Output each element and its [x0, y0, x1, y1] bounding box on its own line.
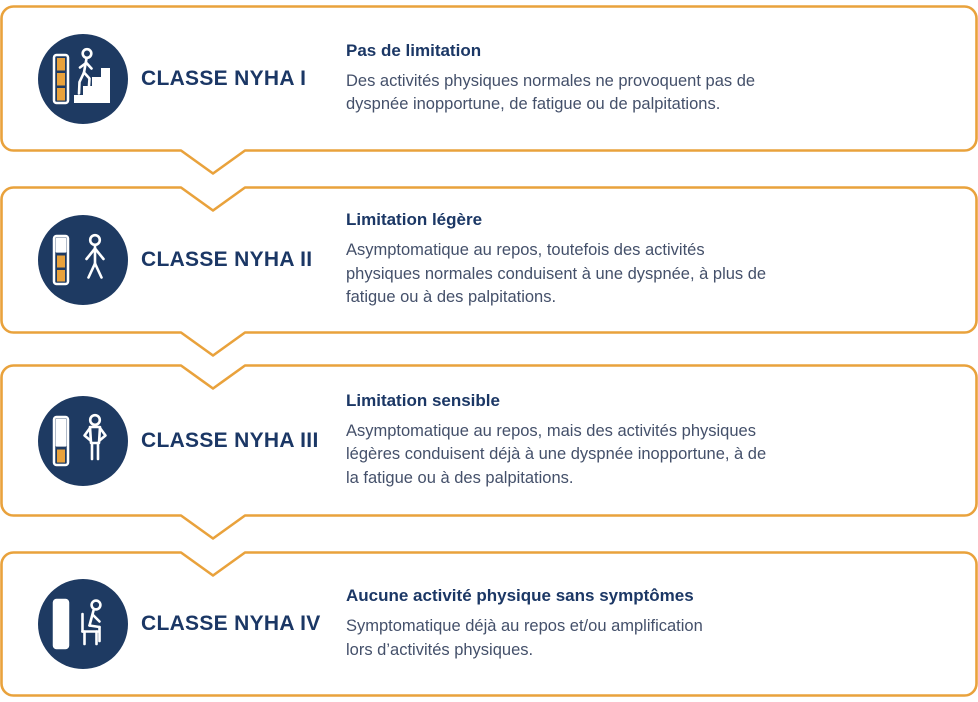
card-border — [0, 5, 978, 175]
card-title: Aucune activité physique sans symptômes — [346, 586, 694, 606]
card-description: Des activités physiques normales ne prov… — [346, 71, 756, 113]
class-label: CLASSE NYHA II — [141, 248, 313, 271]
class-label: CLASSE NYHA IV — [141, 612, 321, 635]
card-texts: Aucune activité physique sans symptômes … — [346, 586, 926, 662]
card-description: Asymptomatique au repos, toutefois des a… — [346, 241, 767, 307]
card-texts: Pas de limitation Des activités physique… — [346, 41, 926, 117]
nyha-class-4-card: CLASSE NYHA IV Aucune activité physique … — [0, 551, 978, 697]
person-seated-icon — [38, 579, 128, 669]
card-title: Pas de limitation — [346, 40, 482, 60]
card-border — [0, 364, 978, 540]
card-texts: Limitation sensible Asymptomatique au re… — [346, 391, 926, 490]
person-standing-icon — [38, 395, 128, 486]
card-description: Asymptomatique au repos, mais des activi… — [346, 421, 767, 487]
card-description: Symptomatique déjà au repos et/ou amplif… — [346, 617, 703, 659]
nyha-class-3-card: CLASSE NYHA III Limitation sensible Asym… — [0, 364, 978, 540]
person-climbing-stairs-icon — [38, 33, 128, 124]
class-label: CLASSE NYHA I — [141, 66, 307, 90]
card-texts: Limitation légère Asymptomatique au repo… — [346, 210, 926, 309]
class-label: CLASSE NYHA III — [141, 428, 319, 452]
nyha-class-2-card: CLASSE NYHA II Limitation légère Asympto… — [0, 186, 978, 357]
card-title: Limitation légère — [346, 210, 483, 230]
person-walking-icon — [38, 215, 128, 305]
nyha-class-1-card: CLASSE NYHA I Pas de limitation Des acti… — [0, 5, 978, 175]
card-title: Limitation sensible — [346, 390, 500, 410]
card-border — [0, 186, 978, 357]
card-border — [0, 551, 978, 697]
